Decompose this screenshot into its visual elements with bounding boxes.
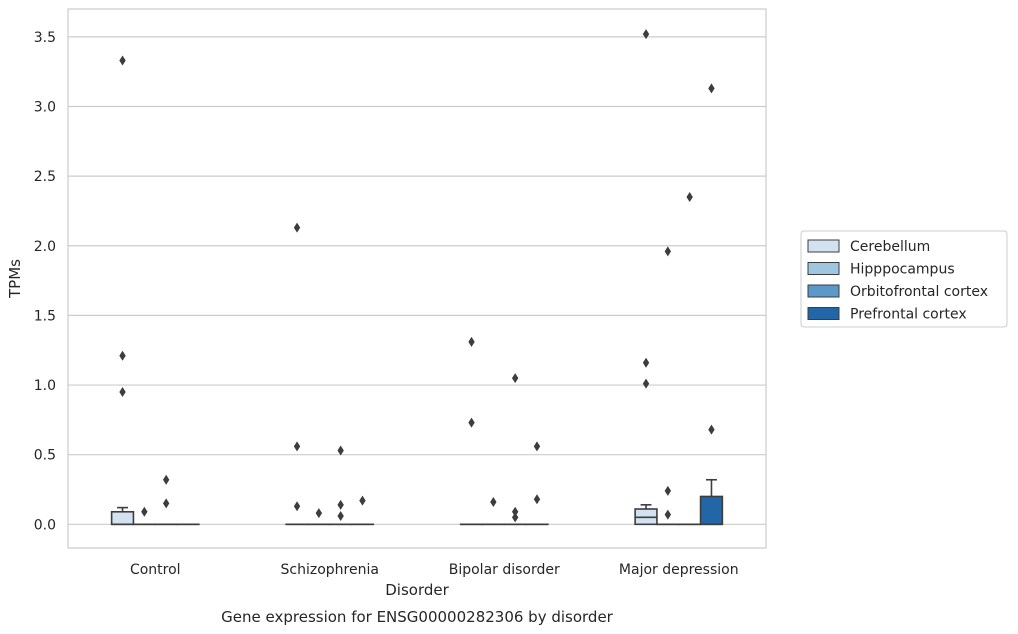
outlier-point bbox=[533, 494, 541, 505]
outlier-point bbox=[642, 29, 650, 40]
outlier-point bbox=[642, 378, 650, 389]
x-tick-label: Major depression bbox=[619, 562, 739, 578]
outlier-point bbox=[490, 497, 497, 508]
boxes bbox=[110, 478, 724, 526]
legend-frame bbox=[800, 230, 1008, 328]
y-tick-label: 1.0 bbox=[34, 378, 56, 394]
outlier-point bbox=[686, 192, 693, 203]
outlier-point bbox=[511, 512, 519, 523]
outlier-point bbox=[533, 441, 541, 452]
legend-label: Orbitofrontal cortex bbox=[850, 284, 988, 300]
x-tick-label: Control bbox=[130, 562, 181, 578]
box-0-0 bbox=[110, 506, 135, 526]
plot-frame bbox=[67, 8, 767, 549]
outlier-point bbox=[511, 506, 519, 517]
legend-item: Orbitofrontal cortex bbox=[807, 284, 988, 300]
outlier-point bbox=[162, 474, 170, 485]
outlier-point bbox=[119, 55, 126, 66]
outlier-point bbox=[293, 501, 301, 512]
outlier-point bbox=[337, 499, 344, 510]
x-tick-label: Schizophrenia bbox=[281, 562, 379, 578]
iqr-box bbox=[699, 495, 724, 526]
x-tick-label: Bipolar disorder bbox=[449, 562, 560, 578]
x-tick-labels: Control Schizophrenia Bipolar disorder Majo… bbox=[130, 562, 739, 578]
legend-label: Hipppocampus bbox=[850, 262, 955, 278]
outlier-point bbox=[162, 498, 170, 509]
outliers bbox=[119, 29, 715, 523]
outlier-point bbox=[468, 417, 475, 428]
outlier-point bbox=[664, 509, 672, 520]
chart-caption: Gene expression for ENSG00000282306 by d… bbox=[221, 608, 614, 626]
legend-item: Cerebellum bbox=[807, 239, 930, 255]
iqr-box bbox=[110, 510, 135, 526]
outlier-point bbox=[293, 441, 301, 452]
grid-lines bbox=[68, 36, 766, 525]
x-axis-label: Disorder bbox=[385, 581, 449, 599]
box-3-3 bbox=[699, 478, 724, 526]
outlier-point bbox=[359, 495, 366, 506]
outlier-point bbox=[664, 485, 672, 496]
outlier-point bbox=[119, 387, 126, 398]
legend-swatch bbox=[807, 307, 840, 320]
outlier-point bbox=[293, 222, 301, 233]
legend-swatch bbox=[807, 284, 840, 298]
outlier-point bbox=[315, 508, 323, 519]
legend-label: Cerebellum bbox=[850, 239, 930, 255]
y-tick-label: 3.5 bbox=[34, 30, 56, 46]
outlier-point bbox=[708, 424, 715, 435]
y-axis-label: TPMs bbox=[6, 259, 24, 299]
y-tick-label: 3.0 bbox=[34, 99, 56, 115]
y-tick-label: 2.5 bbox=[34, 169, 56, 185]
legend-label: Prefrontal cortex bbox=[850, 307, 967, 323]
box-0-3 bbox=[634, 504, 658, 526]
outlier-point bbox=[337, 510, 344, 521]
y-tick-label: 0.5 bbox=[34, 448, 56, 464]
legend: Cerebellum Hipppocampus Orbitofrontal cort… bbox=[800, 230, 1008, 328]
legend-item: Prefrontal cortex bbox=[807, 307, 967, 323]
legend-item: Hipppocampus bbox=[807, 262, 955, 278]
y-tick-label: 1.5 bbox=[34, 308, 56, 324]
outlier-point bbox=[119, 350, 126, 361]
legend-swatch bbox=[807, 239, 840, 253]
outlier-point bbox=[642, 357, 650, 368]
y-tick-labels: 0.0 0.5 1.0 1.5 2.0 2.5 3.0 3.5 bbox=[34, 30, 56, 533]
y-tick-label: 0.0 bbox=[34, 517, 56, 533]
outlier-point bbox=[337, 445, 344, 456]
outlier-point bbox=[708, 83, 715, 94]
outlier-point bbox=[664, 246, 672, 257]
outlier-point bbox=[468, 336, 475, 347]
legend-swatch bbox=[807, 262, 840, 275]
outlier-point bbox=[511, 373, 519, 384]
outlier-point bbox=[141, 506, 148, 517]
y-tick-label: 2.0 bbox=[34, 239, 56, 255]
